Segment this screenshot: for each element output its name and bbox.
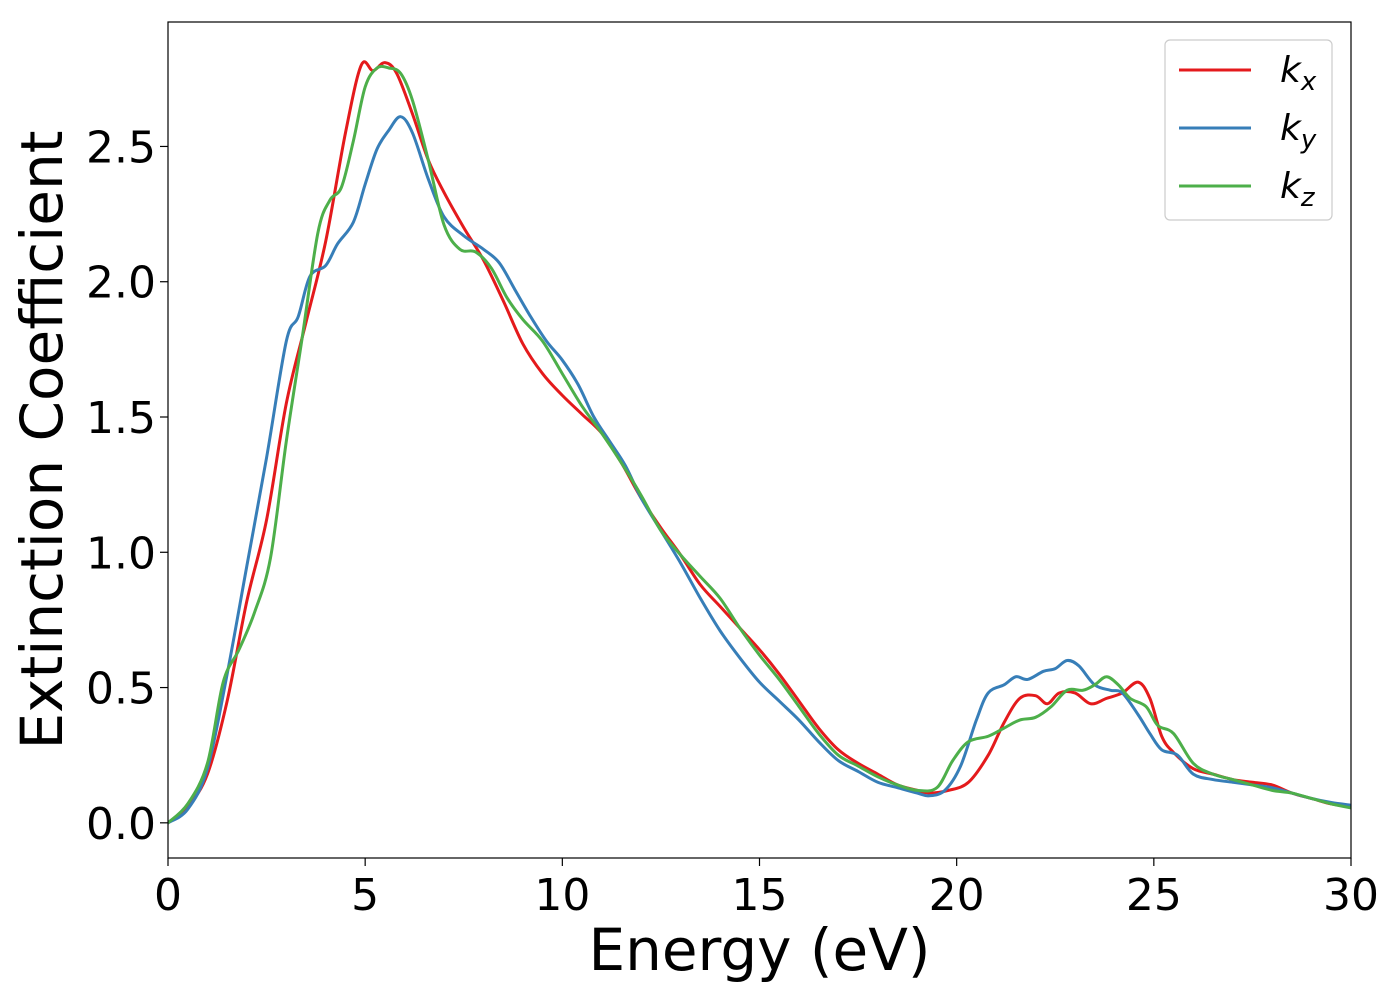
y-tick-label: 0.0 <box>86 799 156 850</box>
x-tick-label: 30 <box>1323 870 1379 921</box>
series-layer <box>168 60 1351 825</box>
x-tick-label: 25 <box>1126 870 1182 921</box>
x-axis-title: Energy (eV) <box>588 916 930 984</box>
x-tick-label: 20 <box>929 870 985 921</box>
y-axis-title: Extinction Coefficient <box>8 131 76 750</box>
legend-box <box>1164 39 1333 221</box>
legend-label-x: kx <box>1280 50 1317 97</box>
series-line-z <box>168 64 1351 825</box>
legend-label-z: kz <box>1280 166 1316 213</box>
x-tick-label: 15 <box>732 870 788 921</box>
y-tick-label: 2.5 <box>86 122 156 173</box>
legend: kx ky kz <box>1164 39 1333 221</box>
y-tick-label: 1.5 <box>86 393 156 444</box>
x-tick-label: 10 <box>534 870 590 921</box>
x-tick-label: 5 <box>351 870 379 921</box>
x-tick-label: 0 <box>154 870 182 921</box>
series-line-y <box>168 115 1351 825</box>
y-tick-label: 1.0 <box>86 528 156 579</box>
x-axis: 0 5 10 15 20 25 30 <box>154 858 1379 921</box>
series-line-x <box>168 60 1351 825</box>
y-tick-label: 2.0 <box>86 258 156 309</box>
y-axis: 0.0 0.5 1.0 1.5 2.0 2.5 <box>86 122 168 850</box>
y-tick-label: 0.5 <box>86 664 156 715</box>
legend-label-y: ky <box>1280 108 1317 155</box>
